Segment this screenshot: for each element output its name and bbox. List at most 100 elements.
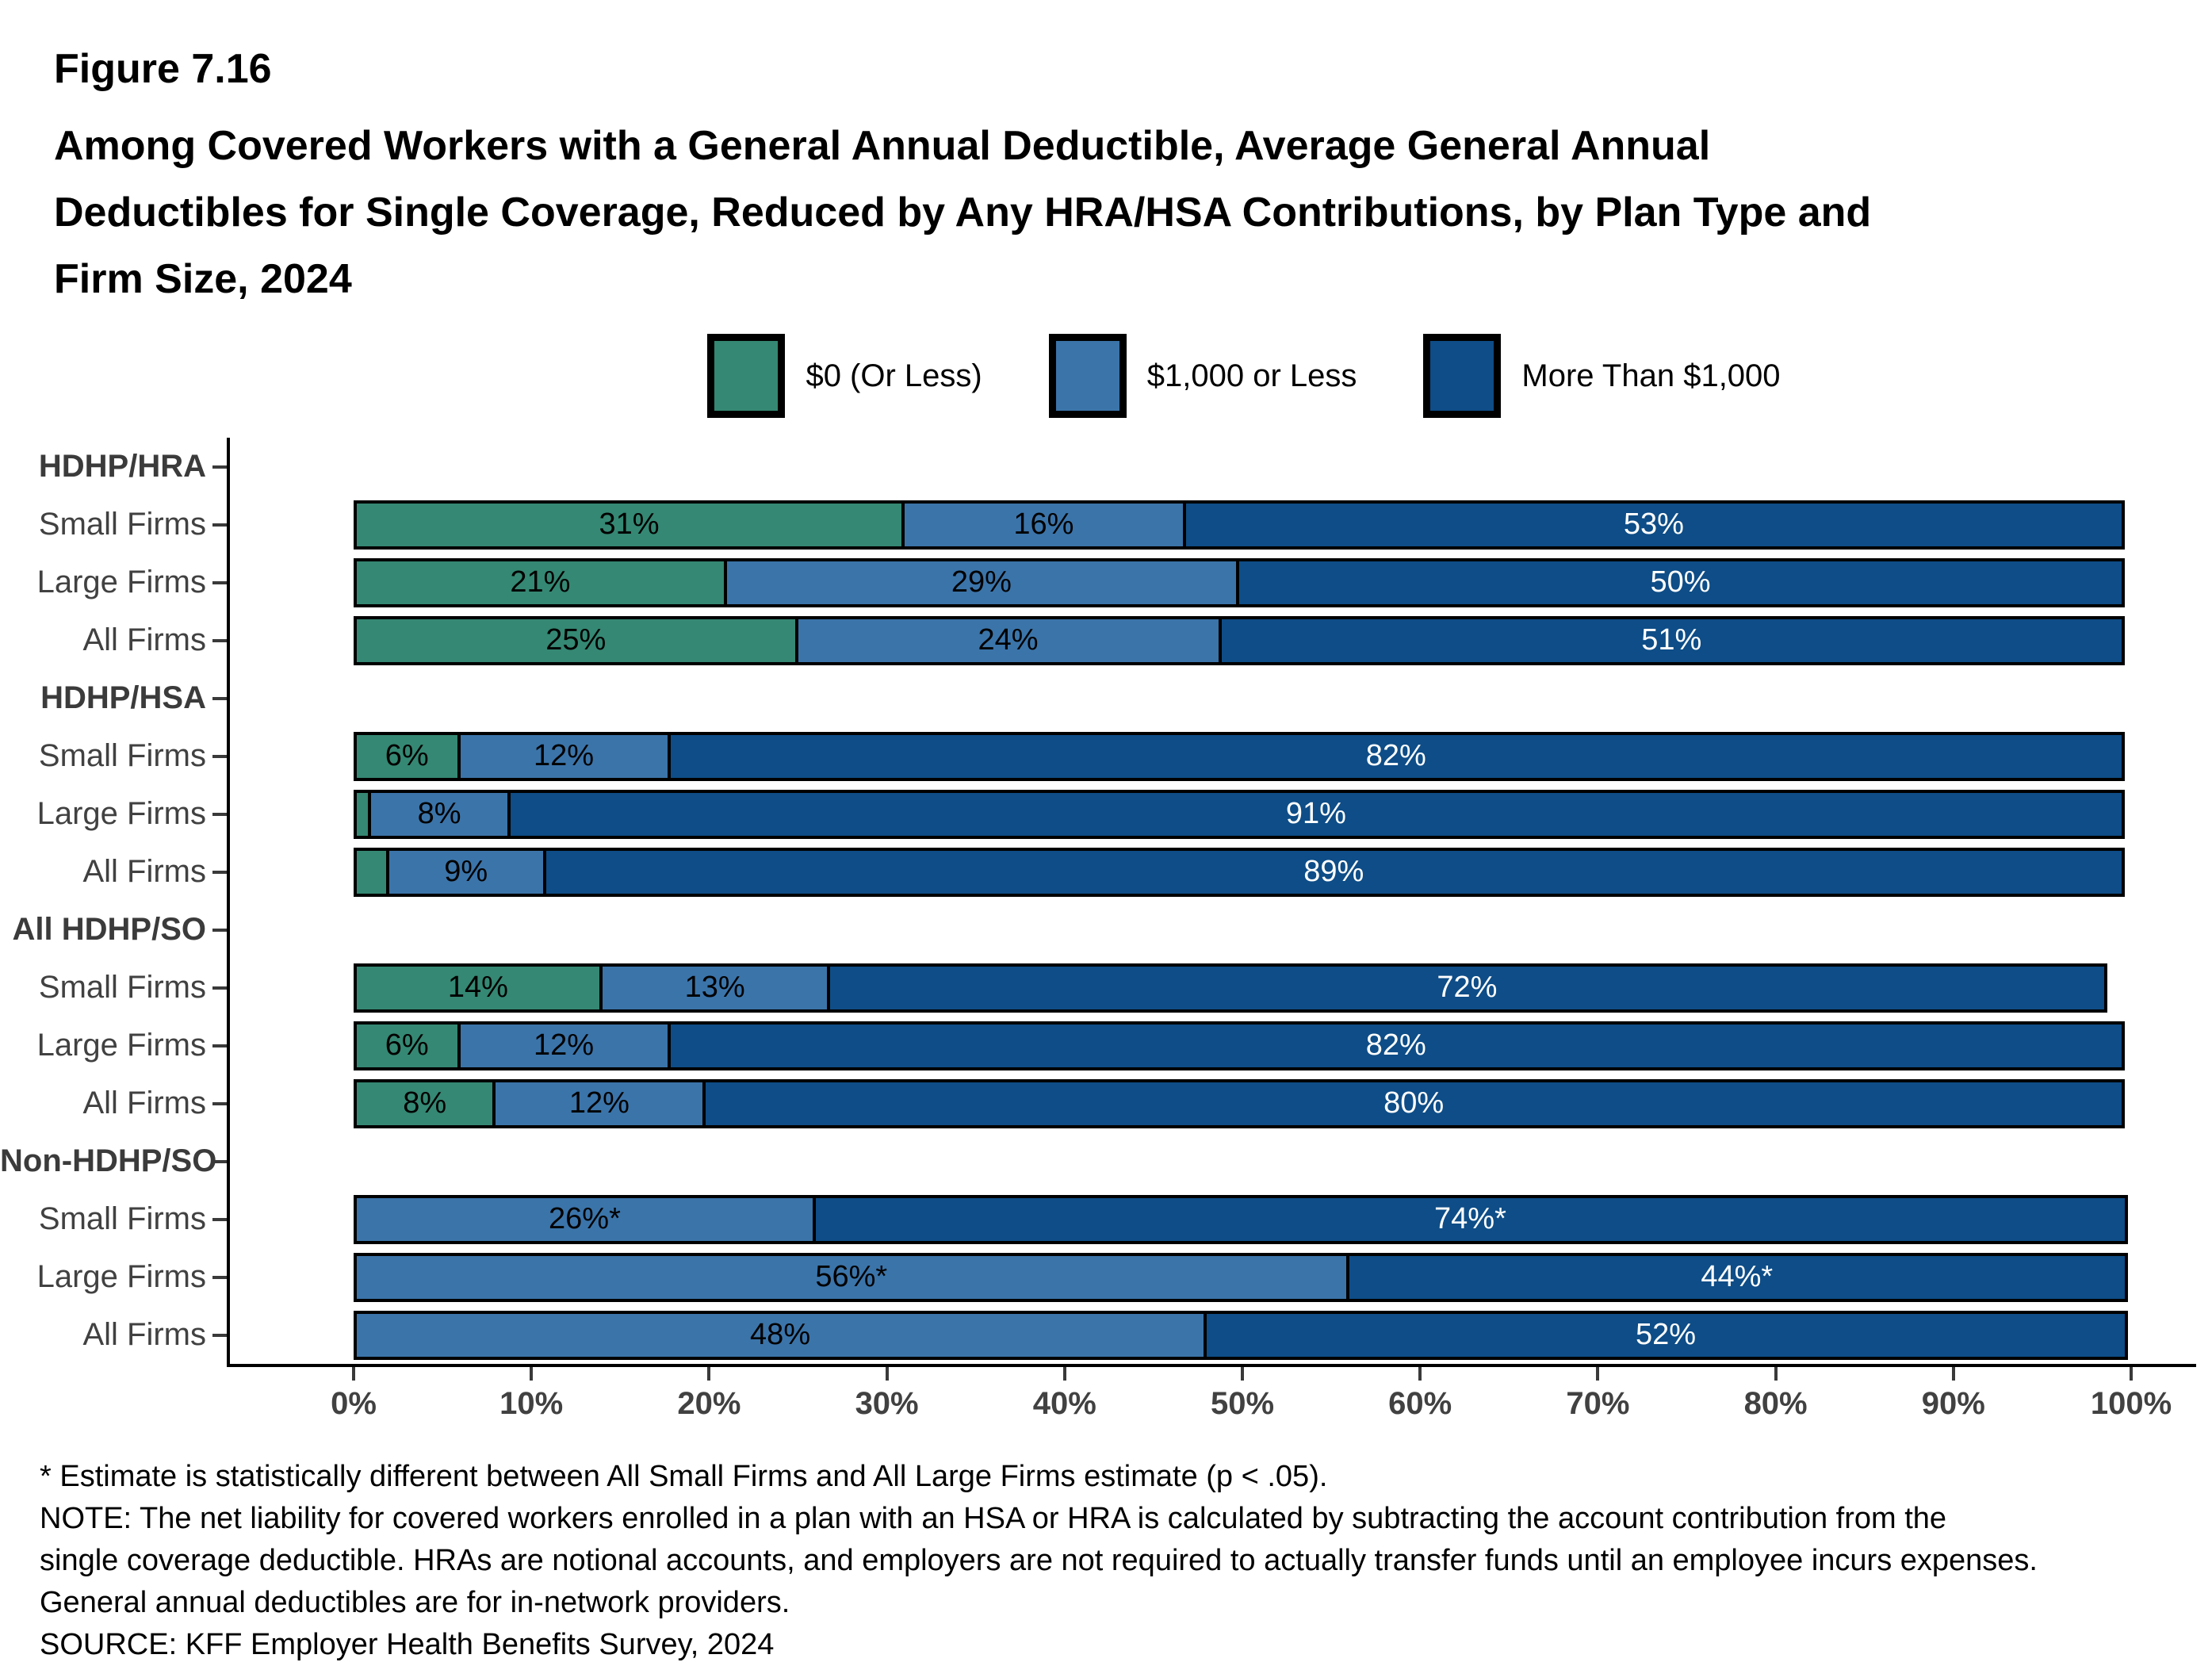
bar-track: 31% 16% 53% (354, 500, 2131, 550)
bar-segment: 82% (667, 731, 2125, 781)
plot-panel: 6% 12% 82% (227, 727, 2212, 785)
x-axis-tick (707, 1367, 711, 1381)
bar-segment: 9% (385, 847, 546, 897)
x-axis: 0% 10% 20% 30% 40% 50% 60% 70% 80% 90% 100% (227, 1364, 2212, 1432)
bar-segment: 12% (457, 1021, 671, 1070)
group-header-label: All HDHP/SO (12, 912, 206, 947)
plot-panel: 8% 91% (227, 785, 2212, 843)
x-axis-tick-label: 0% (331, 1386, 377, 1421)
legend-swatch (1423, 334, 1502, 418)
firm-size-label: Large Firms (36, 796, 206, 831)
bar-segment: 50% (1235, 557, 2125, 607)
bar-segment: 52% (1204, 1310, 2128, 1360)
bar-segment: 8% (368, 789, 511, 839)
bar-segment: 21% (354, 557, 727, 607)
legend-swatch (707, 334, 786, 418)
plot-panel: 9% 89% (227, 843, 2212, 901)
bar-track: 6% 12% 82% (354, 731, 2131, 781)
firm-size-label: Small Firms (38, 738, 206, 773)
firm-size-label: Large Firms (36, 565, 206, 599)
bar-track: 21% 29% 50% (354, 557, 2131, 607)
y-axis-tick (212, 928, 227, 932)
group-header-label: Non-HDHP/SO (0, 1143, 217, 1178)
figure-number: Figure 7.16 (54, 46, 272, 92)
firm-size-label: All Firms (82, 1317, 206, 1352)
x-axis-tick-label: 100% (2090, 1386, 2172, 1421)
y-axis-tick (212, 1101, 227, 1105)
y-axis-tick (212, 1333, 227, 1337)
figure-title-line: Deductibles for Single Coverage, Reduced… (54, 190, 1872, 236)
plot-panel: 26%* 74%* (227, 1190, 2212, 1248)
bar-track: 9% 89% (354, 847, 2131, 897)
plot-panel: 25% 24% 51% (227, 611, 2212, 669)
x-axis-tick (2130, 1367, 2133, 1381)
x-axis-tick-label: 30% (855, 1386, 919, 1421)
asterisk-note: * Estimate is statistically different be… (40, 1460, 1328, 1493)
bar-row: Small Firms 6% 12% 82% (0, 727, 2212, 785)
x-axis-tick (1774, 1367, 1778, 1381)
firm-size-label: Small Firms (38, 1201, 206, 1236)
figure-title-line: Among Covered Workers with a General Ann… (54, 123, 1711, 169)
x-axis-tick (885, 1367, 889, 1381)
bar-track: 8% 91% (354, 789, 2131, 839)
bar-segment: 74%* (812, 1194, 2128, 1244)
note-line: NOTE: The net liability for covered work… (40, 1502, 1947, 1535)
bar-segment: 72% (827, 963, 2107, 1013)
bar-segment: 51% (1218, 615, 2125, 665)
figure-header: Figure 7.16 Among Covered Workers with a… (0, 0, 2212, 312)
bar-row: Small Firms 31% 16% 53% (0, 496, 2212, 553)
bar-segment: 6% (354, 731, 461, 781)
group-header-row: HDHP/HRA (0, 438, 2212, 496)
bar-track: 56%* 44%* (354, 1252, 2131, 1302)
group-header-label: HDHP/HSA (40, 680, 206, 715)
firm-size-label: Small Firms (38, 507, 206, 542)
bar-segment: 29% (723, 557, 1239, 607)
bar-segment: 82% (667, 1021, 2125, 1070)
bar-segment: 91% (507, 789, 2125, 839)
x-axis-tick-label: 60% (1388, 1386, 1452, 1421)
legend-item: More Than $1,000 (1423, 334, 1781, 418)
x-axis-tick-label: 10% (499, 1386, 564, 1421)
bar-segment: 53% (1182, 500, 2125, 550)
group-header-label: HDHP/HRA (38, 449, 206, 484)
x-axis-tick (1418, 1367, 1422, 1381)
firm-size-label: Large Firms (36, 1028, 206, 1063)
x-axis-tick (352, 1367, 355, 1381)
bar-row: All Firms 8% 12% 80% (0, 1074, 2212, 1132)
firm-size-label: Large Firms (36, 1259, 206, 1294)
footnotes: * Estimate is statistically different be… (0, 1432, 2212, 1666)
legend-swatch (1048, 334, 1127, 418)
figure-title-line: Firm Size, 2024 (54, 256, 352, 302)
plot-panel: 31% 16% 53% (227, 496, 2212, 553)
bar-segment: 44%* (1345, 1252, 2128, 1302)
group-header-row: All HDHP/SO (0, 901, 2212, 959)
x-axis-tick (1951, 1367, 1955, 1381)
bar-row: Large Firms 6% 12% 82% (0, 1017, 2212, 1074)
bar-row: Small Firms 14% 13% 72% (0, 959, 2212, 1017)
bar-row: Large Firms 8% 91% (0, 785, 2212, 843)
bar-row: Large Firms 56%* 44%* (0, 1248, 2212, 1306)
y-axis-tick (212, 1159, 227, 1163)
bar-segment: 89% (542, 847, 2125, 897)
plot-panel: 48% 52% (227, 1306, 2212, 1364)
legend-label: $1,000 or Less (1146, 358, 1357, 393)
x-axis-tick (1241, 1367, 1244, 1381)
figure-title: Among Covered Workers with a General Ann… (54, 113, 2157, 312)
x-axis-tick (1596, 1367, 1600, 1381)
bar-segment: 12% (457, 731, 671, 781)
plot-panel: 14% 13% 72% (227, 959, 2212, 1017)
bar-track: 8% 12% 80% (354, 1078, 2131, 1128)
plot-panel: 21% 29% 50% (227, 553, 2212, 611)
bar-row: Small Firms 26%* 74%* (0, 1190, 2212, 1248)
x-axis-tick-label: 20% (677, 1386, 741, 1421)
legend-item: $0 (Or Less) (707, 334, 982, 418)
plot-panel (227, 438, 2212, 496)
bar-row: Large Firms 21% 29% 50% (0, 553, 2212, 611)
firm-size-label: Small Firms (38, 970, 206, 1005)
x-axis-tick-label: 70% (1566, 1386, 1630, 1421)
legend-label: $0 (Or Less) (806, 358, 982, 393)
bar-segment (354, 847, 389, 897)
plot-panel (227, 1132, 2212, 1190)
legend-item: $1,000 or Less (1048, 334, 1357, 418)
x-axis-tick-label: 80% (1743, 1386, 1808, 1421)
